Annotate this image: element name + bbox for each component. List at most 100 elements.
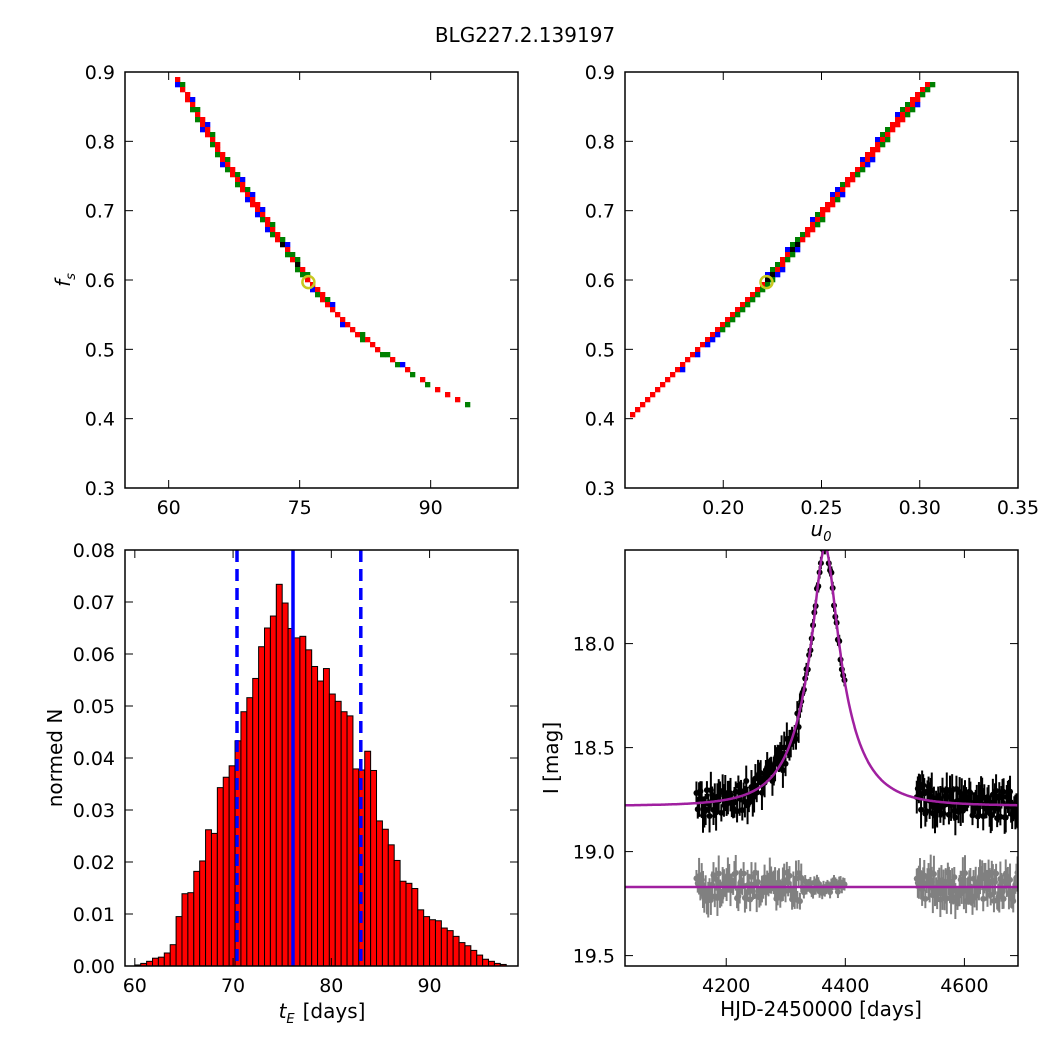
y-tick-label: 19.5 <box>573 946 615 968</box>
sigma2-cell <box>820 217 826 223</box>
sigma1-cell <box>710 332 716 338</box>
sigma1-cell <box>845 182 851 188</box>
x-tick-label: 80 <box>319 975 343 997</box>
sigma1-cell <box>910 97 916 103</box>
x-tick-label: 4600 <box>940 975 988 997</box>
sigma1-cell <box>900 117 906 123</box>
sigma2-cell <box>325 297 331 303</box>
sigma2-cell <box>300 272 306 278</box>
sigma2-cell <box>465 402 471 408</box>
sigma2-cell <box>245 187 251 193</box>
sigma3-cell <box>330 302 336 308</box>
sigma1-cell <box>250 202 256 208</box>
sigma1-cell <box>700 342 706 348</box>
sigma2-cell <box>800 232 806 238</box>
sigma1-cell <box>735 307 741 313</box>
residual-point <box>740 870 747 877</box>
histogram-bar <box>216 787 224 967</box>
sigma3-cell <box>260 207 266 213</box>
sigma1-cell <box>185 97 191 103</box>
y-tick-label: 0.7 <box>585 201 615 223</box>
tick-labels: 4200 4400 4600 18.0 18.5 19.0 19.5 <box>573 634 989 997</box>
residual-point <box>1014 869 1018 876</box>
residual-point <box>796 898 803 905</box>
x-tick-label: 4200 <box>702 975 750 997</box>
sigma1-cell <box>290 257 296 263</box>
sigma2-cell <box>925 87 931 93</box>
histogram-bar <box>440 927 448 967</box>
data-point <box>918 806 925 813</box>
ylabel-sub: s <box>64 273 79 280</box>
tick-marks <box>125 71 518 489</box>
sigma2-cell <box>225 157 231 163</box>
sigma1-cell <box>330 307 336 313</box>
sigma1-cell <box>445 392 451 398</box>
histogram-bar <box>222 776 230 967</box>
histogram-bar <box>293 637 301 967</box>
sigma1-cell <box>455 397 461 403</box>
sigma1-cell <box>255 202 261 208</box>
y-tick-label: 0.8 <box>585 131 615 153</box>
sigma1-cell <box>815 217 821 223</box>
sigma1-cell <box>820 212 826 218</box>
sigma3-cell <box>775 272 781 278</box>
sigma1-cell <box>320 297 326 303</box>
sigma2-cell <box>290 252 296 258</box>
data-point <box>782 760 789 767</box>
residual-point <box>715 870 722 877</box>
residual-point <box>980 895 987 902</box>
sigma1-cell <box>900 112 906 118</box>
y-tick-label: 0.4 <box>85 409 115 431</box>
sigma2-cell <box>765 282 771 288</box>
sigma1-cell <box>880 137 886 143</box>
sigma1-cell <box>835 192 841 198</box>
sigma1-cell <box>175 77 181 83</box>
sigma1-cell <box>215 147 221 153</box>
residual-point <box>834 888 841 895</box>
sigma1-cell <box>680 362 686 368</box>
xlabel-sub: E <box>286 1012 295 1027</box>
histogram-bar <box>393 859 401 967</box>
sigma3-cell <box>175 82 181 88</box>
sigma2-cell <box>720 327 726 333</box>
sigma2-cell <box>795 237 801 243</box>
y-tick-label: 0.3 <box>85 478 115 500</box>
sigma2-cell <box>885 137 891 143</box>
sigma3-cell <box>340 322 346 328</box>
y-tick-label: 18.5 <box>573 738 615 760</box>
sigma3-cell <box>875 137 881 143</box>
sigma1-cell <box>660 382 666 388</box>
sigma2-cell <box>905 102 911 108</box>
sigma1-cell <box>760 282 766 288</box>
residual-point <box>815 880 822 887</box>
sigma1-cell <box>725 317 731 323</box>
histogram-bar <box>281 602 289 967</box>
y-tick-label: 0.9 <box>85 62 115 84</box>
sigma1-cell <box>655 387 661 393</box>
histogram-bar <box>452 935 460 967</box>
sigma2-cell <box>730 317 736 323</box>
sigma1-cell <box>325 302 331 308</box>
residual-point <box>962 870 969 877</box>
x-tick-label: 0.20 <box>702 497 744 519</box>
sigma2-cell <box>360 332 366 338</box>
sigma1-cell <box>250 197 256 203</box>
sigma1-cell <box>720 322 726 328</box>
sigma1-cell <box>390 357 396 363</box>
residual-point <box>732 869 739 876</box>
sigma1-cell <box>875 147 881 153</box>
sigma1-cell <box>870 147 876 153</box>
core-cell <box>795 242 801 248</box>
histogram-bar <box>210 832 218 967</box>
histogram-bar <box>476 954 484 967</box>
residual-point <box>795 870 802 877</box>
tick-marks <box>625 71 1019 489</box>
residual-point <box>747 896 754 903</box>
histogram-bar <box>434 920 442 967</box>
x-tick-label: 0.25 <box>800 497 842 519</box>
sigma1-cell <box>265 217 271 223</box>
sigma1-cell <box>890 127 896 133</box>
sigma1-cell <box>830 202 836 208</box>
histogram-bar <box>299 635 307 967</box>
y-tick-label: 0.00 <box>73 956 115 978</box>
